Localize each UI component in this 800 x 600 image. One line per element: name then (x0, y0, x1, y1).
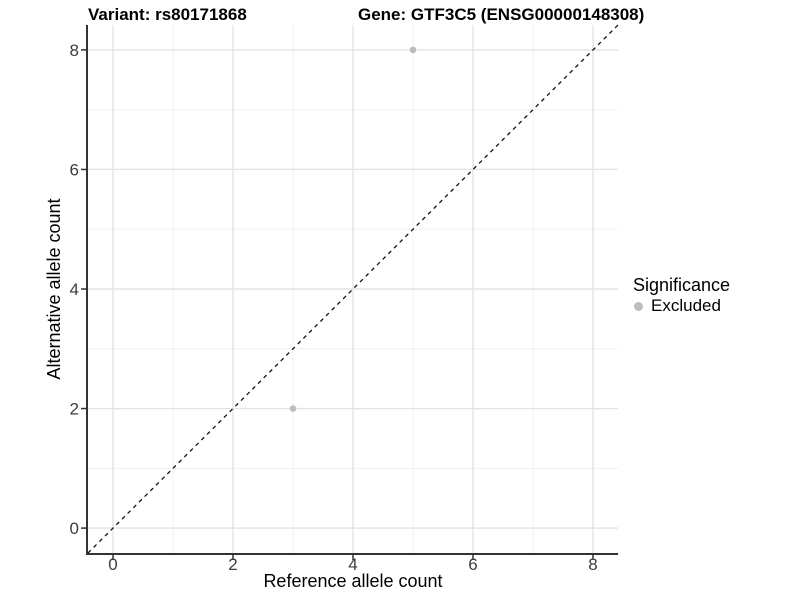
x-tick-label: 0 (108, 555, 117, 574)
y-tick-label: 8 (70, 41, 79, 60)
y-tick-label: 4 (70, 280, 79, 299)
legend: Significance Excluded (633, 274, 730, 315)
legend-title: Significance (633, 275, 731, 295)
plot-title-variant: Variant: rs80171868 (88, 5, 247, 24)
x-tick-label: 4 (348, 555, 357, 574)
x-axis-label: Reference allele count (263, 571, 443, 591)
legend-item-label: Excluded (651, 296, 721, 315)
x-tick-label: 8 (588, 555, 597, 574)
legend-point-icon (634, 301, 643, 311)
y-tick-label: 6 (70, 160, 79, 179)
y-tick-label: 0 (70, 519, 79, 538)
y-tick-label: 2 (70, 400, 79, 419)
data-point (409, 46, 417, 54)
plot-title-gene: Gene: GTF3C5 (ENSG00000148308) (358, 5, 645, 24)
data-point (289, 405, 297, 412)
y-axis-label: Alternative allele count (44, 198, 64, 380)
legend-item-excluded: Excluded (633, 297, 730, 315)
x-tick-label: 6 (468, 555, 477, 574)
x-tick-label: 2 (228, 555, 237, 574)
